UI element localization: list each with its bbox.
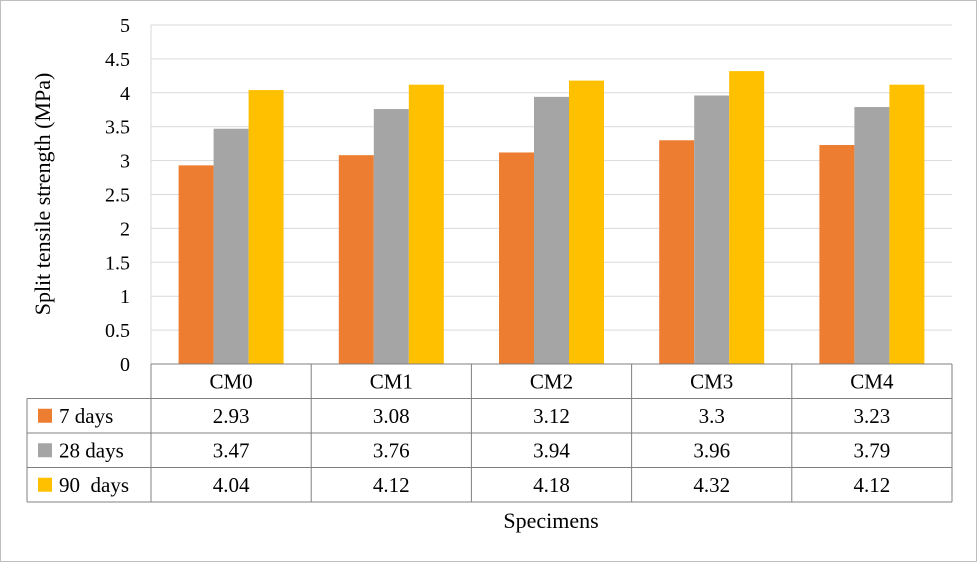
data-label: 3.76 [373, 438, 410, 462]
bar [534, 96, 569, 365]
gridlines [150, 24, 952, 364]
x-tick-label: CM0 [210, 369, 253, 393]
data-label: 4.18 [533, 473, 570, 497]
bar [889, 84, 925, 364]
bar [338, 155, 374, 364]
data-label: 3.3 [699, 404, 725, 428]
legend-label: 7 days [59, 404, 113, 428]
bar [659, 140, 695, 364]
bar [373, 109, 409, 365]
bar [729, 71, 765, 364]
data-label: 3.94 [533, 438, 570, 462]
bars [178, 71, 925, 365]
y-tick-labels: 0 0.5 1 1.5 2 2.5 3 3.5 4 4.5 5 [105, 15, 130, 376]
y-tick-label: 2.5 [105, 185, 130, 207]
data-label: 4.32 [693, 473, 730, 497]
x-tick-label: CM3 [690, 369, 733, 393]
data-label: 3.23 [854, 404, 891, 428]
bar [248, 90, 284, 364]
x-tick-label: CM2 [530, 369, 573, 393]
x-tick-label: CM1 [370, 369, 413, 393]
y-tick-label: 0 [120, 354, 130, 376]
y-axis-label: Split tensile strength (MPa) [30, 73, 55, 316]
bar [213, 128, 249, 364]
data-table: CM0 CM1 CM2 CM3 CM4 7 days 2.93 3.08 3.12 3.3 3.23… [26, 363, 953, 503]
legend-swatch [38, 443, 52, 458]
y-tick-label: 3.5 [105, 117, 130, 139]
legend-label: 90 days [59, 473, 129, 497]
legend-label: 28 days [59, 438, 124, 462]
x-tick-label: CM4 [850, 369, 894, 393]
legend-swatch [38, 408, 52, 423]
y-tick-label: 2 [120, 218, 130, 240]
y-tick-label: 5 [120, 15, 130, 37]
data-label: 4.12 [854, 473, 891, 497]
y-tick-label: 4 [120, 83, 130, 105]
data-label: 3.96 [693, 438, 730, 462]
data-label: 3.08 [373, 404, 410, 428]
y-tick-label: 3 [120, 151, 130, 173]
data-label: 2.93 [213, 404, 250, 428]
bar [854, 107, 890, 365]
bar [178, 165, 214, 364]
bar [499, 152, 534, 364]
x-axis-label: Specimens [503, 508, 598, 533]
y-tick-label: 1 [120, 286, 130, 308]
y-tick-label: 0.5 [105, 320, 130, 342]
data-label: 3.79 [854, 438, 891, 462]
data-label: 4.04 [213, 473, 250, 497]
legend-swatch [38, 477, 52, 492]
y-tick-label: 4.5 [105, 49, 130, 71]
data-label: 3.12 [533, 404, 570, 428]
bar [569, 80, 604, 364]
bar [819, 145, 855, 364]
bar [408, 84, 444, 364]
data-label: 4.12 [373, 473, 410, 497]
y-tick-label: 1.5 [105, 252, 130, 274]
bar [694, 95, 730, 365]
data-label: 3.47 [213, 438, 250, 462]
